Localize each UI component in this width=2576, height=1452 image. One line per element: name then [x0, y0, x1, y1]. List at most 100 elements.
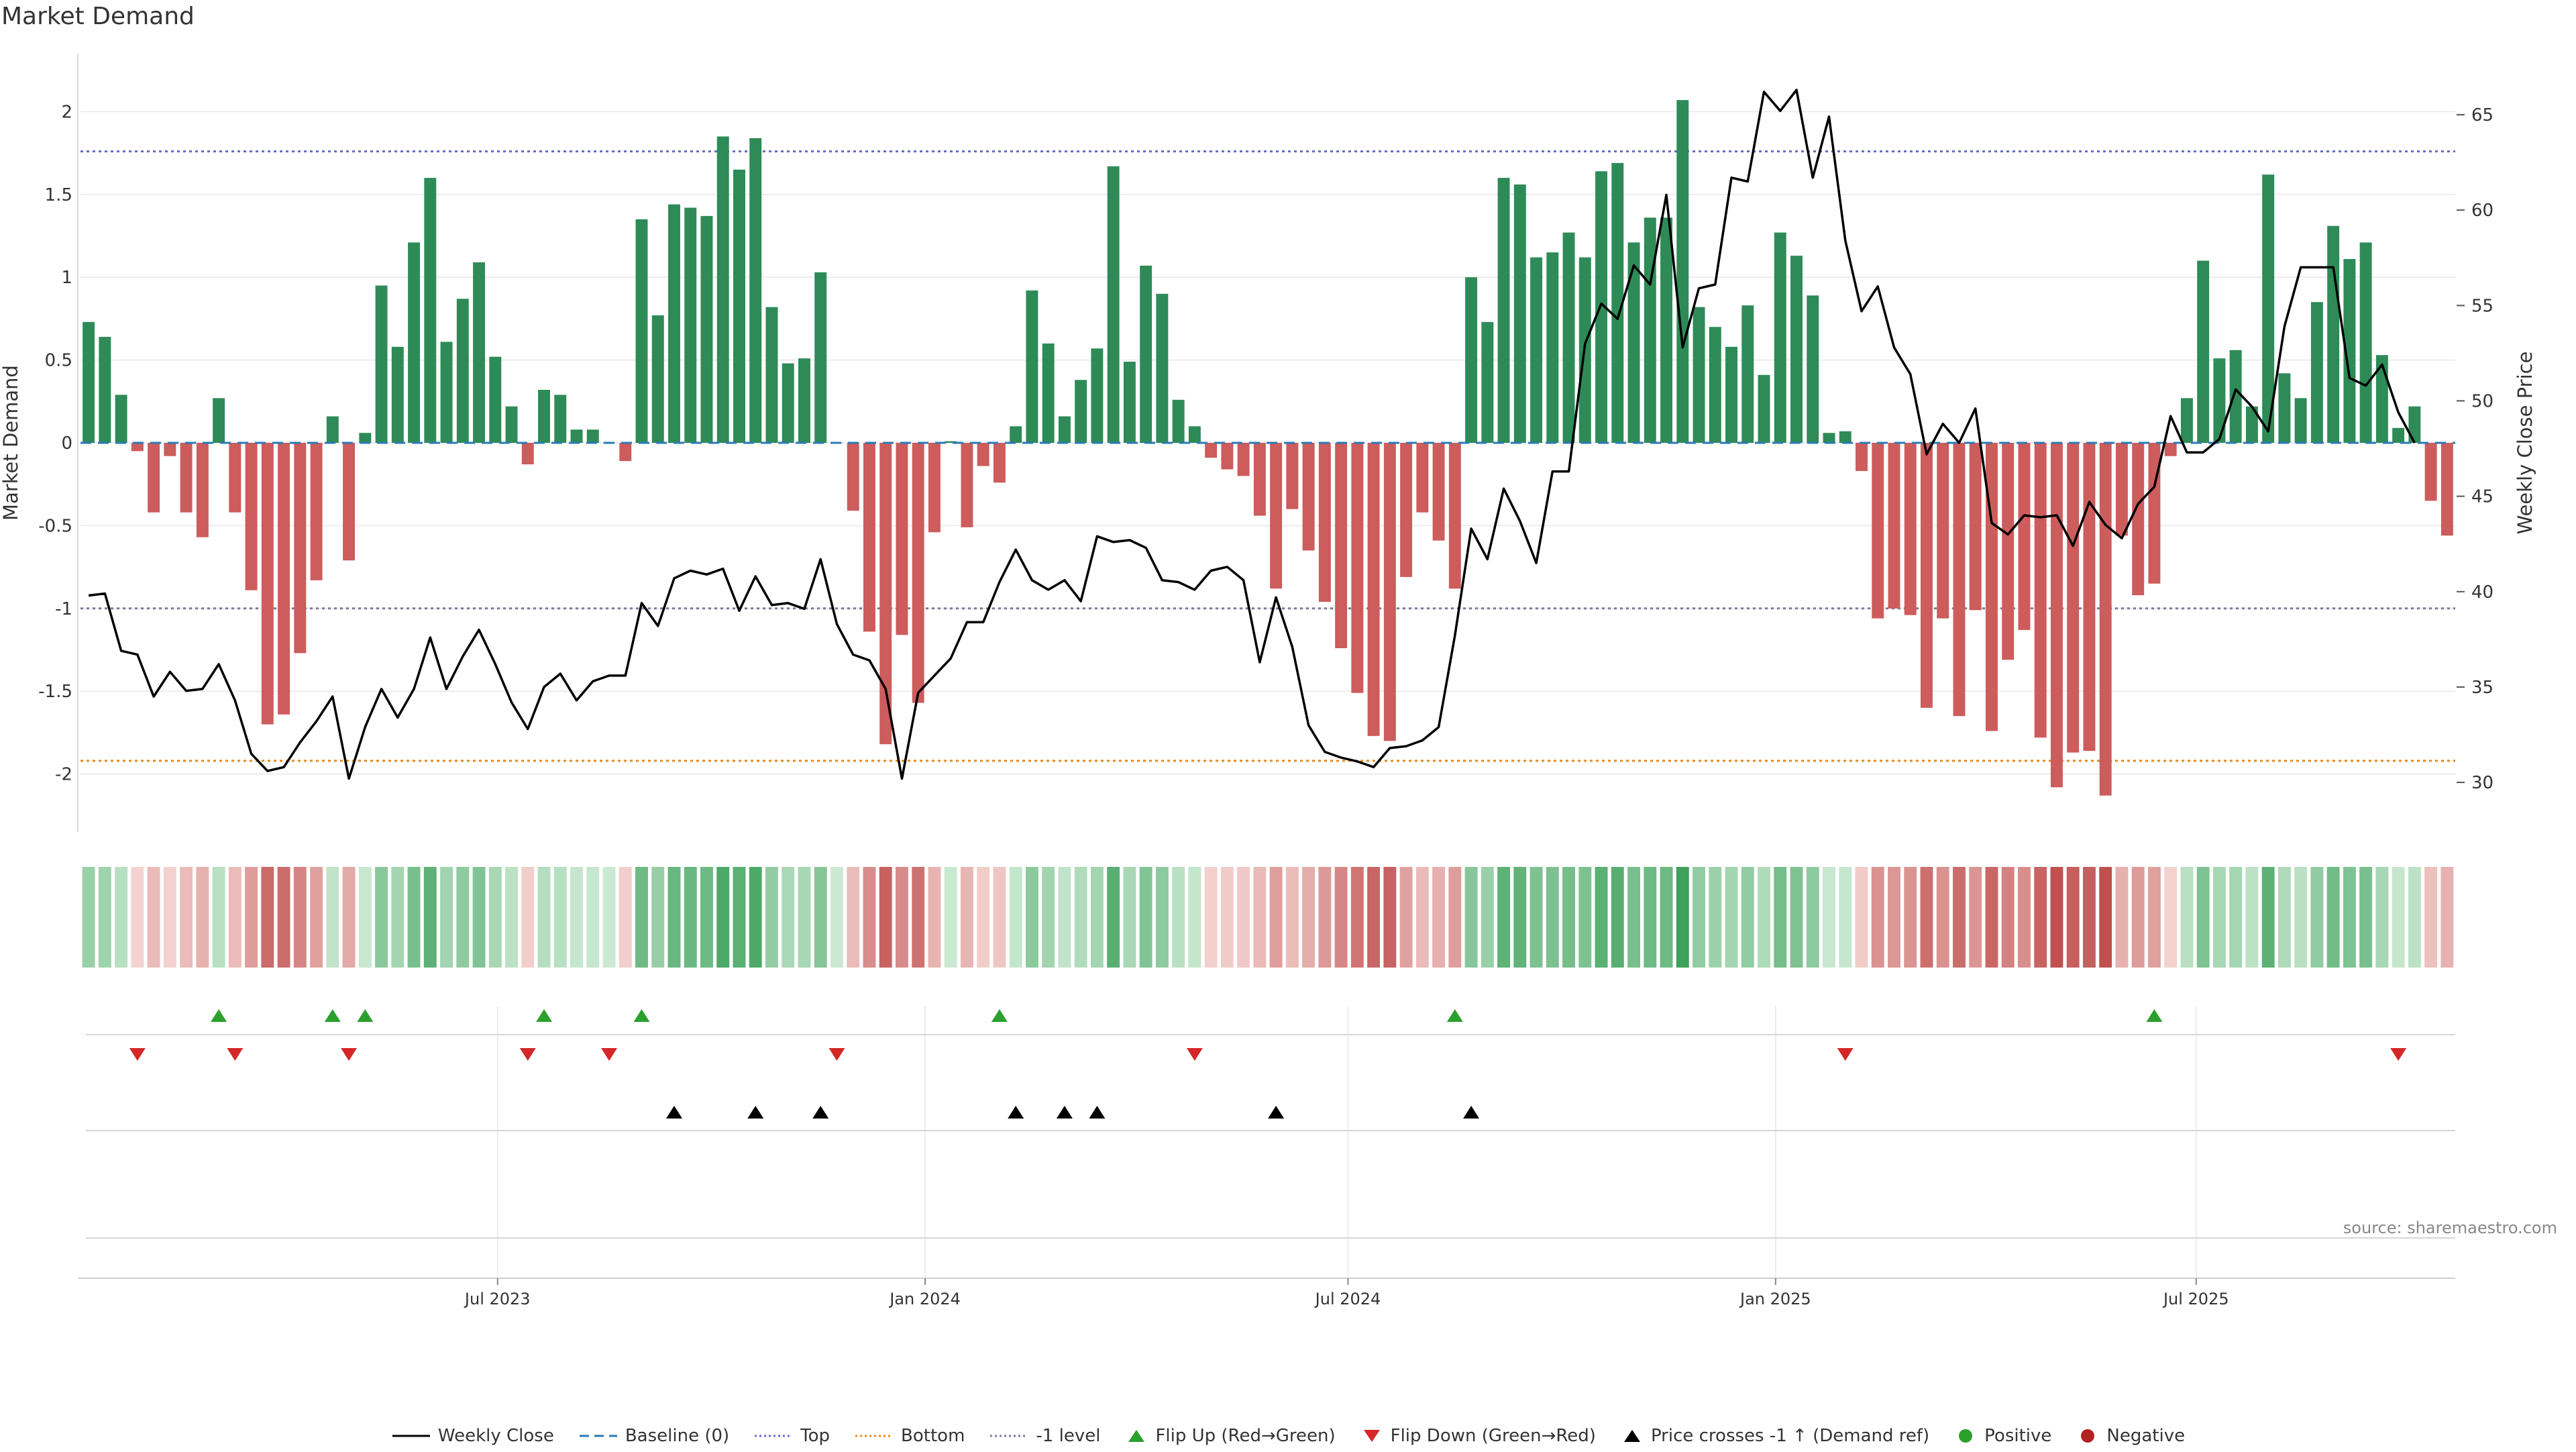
demand-bar: [1448, 443, 1461, 589]
demand-bar: [1302, 443, 1315, 551]
demand-bar: [2278, 373, 2291, 443]
demand-bar: [261, 443, 274, 725]
heat-cell: [1350, 867, 1364, 968]
heat-cell: [1888, 867, 1900, 968]
flip-down-marker: [601, 1048, 618, 1061]
demand-bar: [1107, 166, 1120, 444]
demand-bar: [131, 443, 144, 452]
heat-cell: [977, 867, 990, 968]
demand-bar: [2197, 260, 2210, 443]
demand-bar: [2067, 443, 2080, 753]
heat-cell: [2018, 867, 2031, 968]
heat-cell: [651, 867, 665, 968]
heat-cell: [619, 867, 632, 968]
demand-bar: [716, 136, 729, 444]
price-cross-marker: [812, 1106, 829, 1119]
heat-cell: [553, 867, 567, 968]
heat-cell: [1009, 867, 1022, 968]
heat-cell: [505, 867, 518, 968]
demand-bar: [440, 342, 453, 443]
heat-cell: [326, 867, 339, 968]
y-left-tick-label: -2: [55, 765, 72, 785]
demand-bar: [196, 443, 209, 537]
demand-bar: [2408, 406, 2421, 443]
demand-bar: [473, 262, 486, 443]
demand-bar: [1986, 443, 1998, 731]
heat-cell: [1172, 867, 1185, 968]
heat-cell: [960, 867, 973, 968]
heat-cell: [2196, 867, 2210, 968]
heat-cell: [2245, 867, 2259, 968]
heat-cell: [2147, 867, 2161, 968]
heat-cell: [1953, 867, 1966, 968]
demand-bar: [2262, 174, 2275, 443]
demand-bar: [538, 390, 550, 443]
demand-bar: [1725, 346, 1737, 443]
demand-bar: [521, 443, 534, 465]
heat-cell: [1578, 867, 1592, 968]
demand-bar: [2343, 259, 2356, 443]
heat-cell: [1513, 867, 1527, 968]
heat-cell: [700, 867, 713, 968]
demand-bar: [733, 169, 745, 443]
y-left-tick-label: 1.5: [45, 185, 72, 205]
event-markers: [86, 1009, 2455, 1239]
demand-bar: [83, 321, 95, 443]
heat-cell: [1855, 867, 1868, 968]
heat-cell: [1432, 867, 1446, 968]
demand-bar: [847, 443, 859, 511]
heat-cell: [602, 867, 616, 968]
y-right-tick-label: 40: [2471, 582, 2493, 603]
heat-cell: [342, 867, 356, 968]
demand-bar: [1237, 443, 1250, 476]
demand-bar: [619, 443, 632, 462]
demand-bar: [2213, 358, 2226, 443]
demand-bar: [2002, 443, 2015, 660]
heat-cell: [830, 867, 843, 968]
y-left-tick-label: 1: [61, 268, 72, 288]
demand-bar: [896, 443, 908, 635]
y-left-tick-label: 2: [61, 102, 72, 122]
demand-bar: [2294, 398, 2307, 443]
price-line: [88, 89, 2416, 780]
demand-bar: [1611, 162, 1624, 443]
heat-cell: [684, 867, 697, 968]
heat-cell: [1693, 867, 1705, 968]
demand-bar: [1416, 443, 1429, 513]
y-axis-right-label: Weekly Close Price: [2514, 352, 2536, 535]
demand-bar: [1530, 257, 1543, 443]
heat-cell: [1448, 867, 1462, 968]
flip-up-marker: [536, 1009, 553, 1022]
x-axis: Jul 2023 Jan 2024 Jul 2024 Jan 2025 Jul 2025: [78, 1278, 2455, 1308]
heat-cell: [895, 867, 908, 968]
flip-down-marker: [341, 1048, 358, 1061]
heat-cell: [1074, 867, 1087, 968]
heat-cell: [1709, 867, 1722, 968]
demand-bar: [1644, 217, 1656, 443]
demand-bar: [326, 416, 339, 443]
demand-bar: [1513, 184, 1526, 443]
heat-cell: [1269, 867, 1283, 968]
heat-cell: [2066, 867, 2080, 968]
demand-bar: [2050, 443, 2063, 788]
demand-bar: [668, 204, 680, 443]
demand-bar: [2164, 443, 2177, 456]
demand-bar: [993, 443, 1006, 483]
demand-bar: [148, 443, 160, 513]
demand-bar: [1432, 443, 1445, 541]
flip-down-marker: [1186, 1048, 1203, 1061]
heat-cell: [1188, 867, 1201, 968]
heat-cell: [472, 867, 486, 968]
demand-bar: [1774, 232, 1786, 443]
demand-bar: [1676, 100, 1689, 443]
heat-cell: [277, 867, 290, 968]
demand-bar: [1562, 232, 1575, 443]
y-right-tick-label: 50: [2471, 391, 2493, 411]
x-tick-label: Jul 2023: [464, 1290, 531, 1308]
heat-cell: [358, 867, 372, 968]
demand-bar: [1270, 443, 1283, 589]
demand-bar: [1465, 277, 1478, 443]
demand-bar: [912, 443, 924, 703]
flip-up-marker: [1446, 1009, 1463, 1022]
heat-cell: [98, 867, 111, 968]
